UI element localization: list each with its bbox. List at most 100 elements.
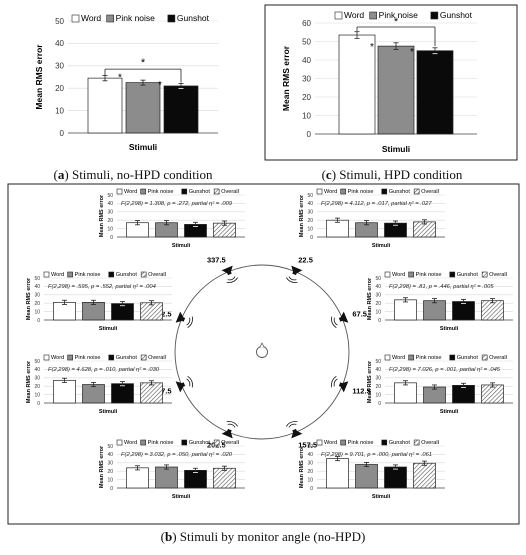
- angle-label: 112.5: [352, 386, 370, 395]
- sound-wave: [186, 378, 191, 387]
- legend-label-gunshot: Gunshot: [457, 272, 479, 278]
- caption-a: (a) Stimuli, no-HPD condition: [54, 167, 213, 182]
- legend-swatch-gunshot: [449, 271, 456, 278]
- legend-label-word: Word: [344, 10, 364, 20]
- legend-swatch-gunshot: [181, 439, 188, 446]
- sound-wave: [227, 423, 236, 428]
- sig-star: *: [118, 73, 122, 84]
- bar-gunshot: [184, 470, 207, 489]
- chart-b7: 0 10 20 30 40 50 Stimuli Mean RMS error Word Pink…: [99, 439, 245, 500]
- legend-label-word: Word: [324, 440, 337, 446]
- bar-word: [394, 299, 417, 321]
- y-tick-label: 30: [107, 461, 113, 467]
- caption-b-text: ) Stimuli by monitor angle (no-HPD): [172, 529, 365, 544]
- sig-star: *: [410, 47, 414, 58]
- x-axis-label: Stimuli: [129, 142, 157, 152]
- speaker-icon: [331, 311, 349, 329]
- y-tick-label: 0: [378, 318, 381, 324]
- caption-c-letter: c: [326, 167, 332, 182]
- legend-swatch-gunshot: [167, 14, 176, 23]
- angle-label: 337.5: [207, 256, 226, 265]
- legend-swatch-gunshot: [181, 188, 188, 195]
- bar-overall: [413, 462, 436, 489]
- stats-annotation: F(2,298) = 7.026, p = .001, partial η² =…: [389, 367, 501, 373]
- y-tick-label: 0: [310, 486, 313, 492]
- y-tick-label: 10: [34, 309, 40, 315]
- legend-label-pink: Pink noise: [416, 355, 442, 361]
- y-tick-label: 30: [55, 62, 64, 71]
- sound-wave: [288, 423, 297, 428]
- legend-label-pink: Pink noise: [75, 355, 101, 361]
- legend-label-gunshot: Gunshot: [177, 13, 210, 23]
- y-tick-label: 30: [34, 376, 40, 382]
- speaker-icon: [175, 311, 193, 329]
- angle-label: 67.5: [352, 310, 367, 319]
- y-axis-label: Mean RMS error: [299, 194, 305, 237]
- legend-swatch-overall: [481, 354, 488, 361]
- legend-label-pink: Pink noise: [348, 440, 374, 446]
- x-axis-label: Stimuli: [382, 144, 410, 154]
- angle-label: 157.5: [298, 440, 317, 449]
- sig-star: *: [158, 80, 162, 91]
- bar-pink: [155, 466, 178, 489]
- sound-wave: [226, 277, 239, 283]
- bar-word: [326, 458, 349, 489]
- caption-b-letter: b: [165, 529, 172, 544]
- y-axis-label: Mean RMS error: [281, 45, 291, 111]
- x-axis-label: Stimuli: [172, 243, 191, 249]
- y-tick-label: 0: [378, 401, 381, 407]
- legend-swatch-overall: [140, 354, 147, 361]
- legend-swatch-gunshot: [449, 354, 456, 361]
- legend-label-gunshot: Gunshot: [440, 10, 473, 20]
- bar-overall: [213, 467, 236, 489]
- bar-pink: [377, 45, 415, 135]
- y-tick-label: 30: [375, 293, 381, 299]
- y-tick-label: 40: [375, 284, 381, 290]
- y-tick-label: 10: [307, 226, 313, 232]
- y-tick-label: 10: [34, 392, 40, 398]
- y-tick-label: 10: [375, 309, 381, 315]
- bar-gunshot: [384, 466, 407, 489]
- legend-label-overall: Overall: [221, 189, 239, 195]
- caption-c: (c) Stimuli, HPD condition: [322, 167, 463, 182]
- y-tick-label: 20: [307, 218, 313, 224]
- y-tick-label: 50: [375, 276, 381, 282]
- chart-c: 0 10 20 30 40 50 60 Stimuli Mean RMS error Word Pi…: [281, 10, 477, 154]
- y-tick-label: 10: [307, 477, 313, 483]
- caption-a-text: ) Stimuli, no-HPD condition: [64, 167, 213, 182]
- legend-label-overall: Overall: [421, 189, 439, 195]
- legend-swatch-overall: [481, 271, 488, 278]
- y-tick-label: 30: [307, 461, 313, 467]
- speaker-icon: [285, 421, 303, 439]
- legend-label-overall: Overall: [489, 355, 507, 361]
- legend-swatch-overall: [213, 439, 220, 446]
- y-tick-label: 50: [55, 17, 64, 26]
- sound-wave: [333, 378, 338, 387]
- x-axis-label: Stimuli: [372, 494, 391, 500]
- legend-swatch-overall: [413, 188, 420, 195]
- sound-wave: [187, 316, 193, 329]
- bar-pink: [82, 384, 105, 404]
- y-tick-label: 40: [302, 56, 311, 65]
- bar-pink: [125, 82, 161, 134]
- y-tick-label: 30: [107, 210, 113, 216]
- speaker-icon: [221, 421, 239, 439]
- y-tick-label: 50: [302, 37, 311, 46]
- y-axis-label: Mean RMS error: [26, 277, 32, 320]
- sound-wave: [331, 375, 337, 388]
- speaker-cone: [175, 311, 186, 323]
- legend-label-gunshot: Gunshot: [116, 272, 138, 278]
- legend-swatch-pink: [106, 14, 114, 23]
- y-axis-label: Mean RMS error: [367, 360, 373, 403]
- legend-swatch-pink: [67, 271, 73, 278]
- speaker-cone: [291, 428, 303, 439]
- listener-nose: [259, 342, 265, 348]
- legend-swatch-pink: [140, 188, 146, 195]
- sound-wave: [333, 317, 338, 326]
- y-tick-label: 0: [110, 235, 113, 241]
- speaker-cone: [338, 311, 349, 323]
- legend-swatch-word: [116, 188, 123, 195]
- legend-label-pink: Pink noise: [116, 13, 155, 23]
- sig-star: *: [141, 57, 146, 69]
- caption-a-letter: a: [58, 167, 65, 182]
